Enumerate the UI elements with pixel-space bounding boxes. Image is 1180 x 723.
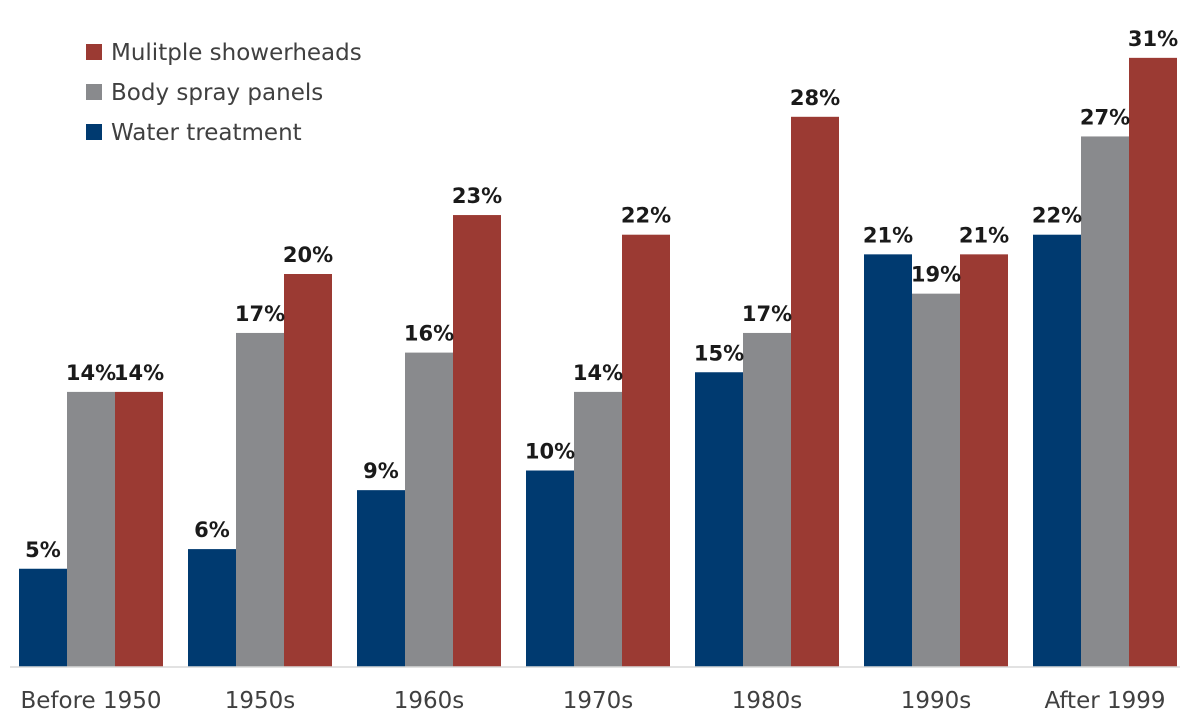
data-label-mulitple-showerheads-1980s: 28% [790,86,840,110]
data-label-mulitple-showerheads-1970s: 22% [621,204,671,228]
bar-body-spray-panels-before-1950 [67,391,115,667]
data-label-body-spray-panels-1950s: 17% [235,302,285,326]
bar-body-spray-panels-1980s [743,332,791,667]
x-tick-label-before-1950: Before 1950 [20,688,161,714]
bar-body-spray-panels-1960s [405,352,453,667]
legend-swatch-body-spray-panels [86,84,102,100]
x-tick-label-after-1999: After 1999 [1044,688,1165,714]
data-label-water-treatment-1960s: 9% [363,459,399,483]
bar-mulitple-showerheads-1980s [791,116,839,668]
data-label-body-spray-panels-1980s: 17% [742,302,792,326]
bar-water-treatment-1980s [695,372,743,667]
bar-water-treatment-1960s [357,490,405,667]
data-label-water-treatment-1950s: 6% [194,518,230,542]
data-label-body-spray-panels-1970s: 14% [573,361,623,385]
bar-body-spray-panels-1970s [574,391,622,667]
legend-label-body-spray-panels: Body spray panels [111,80,323,106]
bar-mulitple-showerheads-after-1999 [1129,57,1177,668]
data-label-water-treatment-1980s: 15% [694,341,744,365]
bar-mulitple-showerheads-1970s [622,234,670,667]
bar-body-spray-panels-1990s [912,293,960,667]
data-label-water-treatment-before-1950: 5% [25,538,61,562]
legend-swatch-water-treatment [86,124,102,140]
bar-mulitple-showerheads-1960s [453,215,501,668]
legend-swatch-mulitple-showerheads [86,44,102,60]
data-labels-layer: 5%14%14%6%17%20%9%16%23%10%14%22%15%17%2… [25,27,1178,562]
x-tick-label-1990s: 1990s [901,688,972,714]
data-label-water-treatment-1970s: 10% [525,440,575,464]
x-tick-label-1960s: 1960s [394,688,465,714]
data-label-body-spray-panels-after-1999: 27% [1080,105,1130,129]
data-label-mulitple-showerheads-1950s: 20% [283,243,333,267]
bar-water-treatment-1970s [526,470,574,667]
bar-body-spray-panels-1950s [236,332,284,667]
legend-label-water-treatment: Water treatment [111,120,302,146]
bar-mulitple-showerheads-1950s [284,274,332,667]
legend-label-mulitple-showerheads: Mulitple showerheads [111,40,362,66]
bars-layer [19,57,1177,668]
x-tick-label-1980s: 1980s [732,688,803,714]
bar-water-treatment-1990s [864,254,912,667]
data-label-mulitple-showerheads-1960s: 23% [452,184,502,208]
bar-water-treatment-after-1999 [1033,234,1081,667]
data-label-body-spray-panels-1960s: 16% [404,322,454,346]
x-tick-label-1970s: 1970s [563,688,634,714]
data-label-body-spray-panels-before-1950: 14% [66,361,116,385]
bar-mulitple-showerheads-1990s [960,254,1008,667]
bar-mulitple-showerheads-before-1950 [115,391,163,667]
data-label-body-spray-panels-1990s: 19% [911,263,961,287]
data-label-water-treatment-after-1999: 22% [1032,204,1082,228]
x-tick-label-1950s: 1950s [225,688,296,714]
data-label-mulitple-showerheads-after-1999: 31% [1128,27,1178,51]
x-axis-tick-labels: Before 1950 1950s 1960s 1970s 1980s 1990s Afte… [20,688,1165,714]
bar-body-spray-panels-after-1999 [1081,136,1129,667]
bar-water-treatment-1950s [188,549,236,667]
data-label-mulitple-showerheads-before-1950: 14% [114,361,164,385]
data-label-mulitple-showerheads-1990s: 21% [959,223,1009,247]
legend: Mulitple showerheads Body spray panels Wat… [86,40,362,146]
data-label-water-treatment-1990s: 21% [863,223,913,247]
bar-water-treatment-before-1950 [19,568,67,667]
